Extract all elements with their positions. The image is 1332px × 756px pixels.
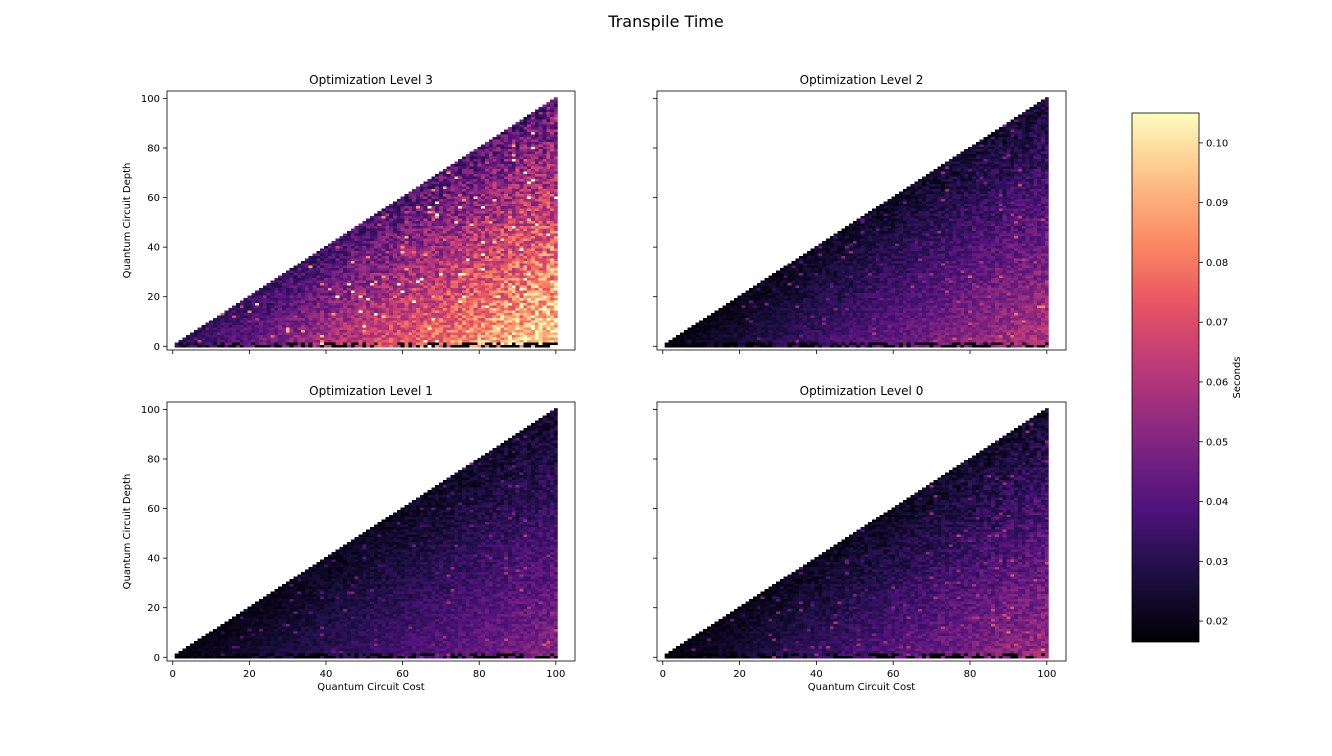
y-tick-label: 100 bbox=[141, 94, 160, 105]
y-tick-label: 0 bbox=[154, 653, 160, 664]
y-tick-label: 60 bbox=[147, 193, 160, 204]
y-tick-label: 0 bbox=[154, 342, 160, 353]
axes-frame bbox=[656, 90, 1067, 351]
subplot-title: Optimization Level 0 bbox=[800, 384, 924, 398]
subplot-4: Optimization Level 0 0 20 40 60 80 100 Quantum … bbox=[653, 384, 1067, 693]
colorbar-tick-label: 0.05 bbox=[1206, 437, 1228, 448]
x-tick-label: 40 bbox=[810, 669, 823, 680]
x-tick-label: 20 bbox=[733, 669, 746, 680]
subplot-3: Optimization Level 1 00 20 20 40 40 60 60 80 80 10… bbox=[122, 384, 576, 693]
subplot-title: Optimization Level 1 bbox=[309, 384, 433, 398]
x-tick-label: 0 bbox=[170, 669, 176, 680]
y-tick-label: 40 bbox=[147, 554, 160, 565]
x-tick-label: 60 bbox=[887, 669, 900, 680]
subplot-grid: Optimization Level 3 0 20 40 60 80 100 Quantum … bbox=[122, 73, 1067, 693]
x-tick-label: 80 bbox=[473, 669, 486, 680]
colorbar-tick-label: 0.04 bbox=[1206, 497, 1228, 508]
y-tick-label: 20 bbox=[147, 292, 160, 303]
figure-title: Transpile Time bbox=[607, 12, 723, 31]
y-tick-label: 100 bbox=[141, 405, 160, 416]
y-tick-label: 60 bbox=[147, 504, 160, 515]
heatmap-cells bbox=[664, 97, 1049, 348]
colorbar-tick-label: 0.06 bbox=[1206, 377, 1228, 388]
heatmap-cells bbox=[174, 408, 558, 659]
colorbar-tick-label: 0.07 bbox=[1206, 318, 1228, 329]
subplot-2: Optimization Level 2 bbox=[653, 73, 1067, 354]
x-tick-label: 80 bbox=[964, 669, 977, 680]
y-tick-label: 80 bbox=[147, 144, 160, 155]
subplot-title: Optimization Level 3 bbox=[309, 73, 433, 87]
colorbar-tick-label: 0.08 bbox=[1206, 258, 1228, 269]
x-axis-label: Quantum Circuit Cost bbox=[808, 682, 916, 693]
colorbar-tick-label: 0.10 bbox=[1206, 138, 1228, 149]
colorbar-tick-label: 0.03 bbox=[1206, 557, 1228, 568]
y-tick-label: 20 bbox=[147, 603, 160, 614]
axes-frame bbox=[166, 401, 576, 662]
colorbar-label: Seconds bbox=[1232, 356, 1243, 398]
y-tick-label: 80 bbox=[147, 455, 160, 466]
heatmap-cells bbox=[664, 408, 1049, 659]
x-tick-label: 40 bbox=[320, 669, 333, 680]
x-tick-label: 0 bbox=[660, 669, 666, 680]
colorbar-tick-label: 0.09 bbox=[1206, 198, 1228, 209]
axes-frame bbox=[166, 90, 576, 351]
y-tick-label: 40 bbox=[147, 243, 160, 254]
colorbar-tick-label: 0.02 bbox=[1206, 617, 1228, 628]
subplot-title: Optimization Level 2 bbox=[800, 73, 924, 87]
y-axis-label: Quantum Circuit Depth bbox=[122, 474, 133, 590]
x-tick-label: 60 bbox=[396, 669, 409, 680]
y-axis-label: Quantum Circuit Depth bbox=[122, 163, 133, 279]
x-tick-label: 20 bbox=[243, 669, 256, 680]
heatmap-cells bbox=[174, 97, 558, 348]
colorbar-gradient bbox=[1131, 112, 1200, 643]
colorbar: 0.02 0.03 0.04 0.05 0.06 0.07 0.08 0.09 0.10 Seco… bbox=[1131, 112, 1243, 643]
x-tick-label: 100 bbox=[1037, 669, 1056, 680]
x-tick-label: 100 bbox=[546, 669, 565, 680]
x-axis-label: Quantum Circuit Cost bbox=[317, 682, 425, 693]
subplot-1: Optimization Level 3 0 20 40 60 80 100 Quantum … bbox=[122, 73, 576, 354]
axes-frame bbox=[656, 401, 1067, 662]
